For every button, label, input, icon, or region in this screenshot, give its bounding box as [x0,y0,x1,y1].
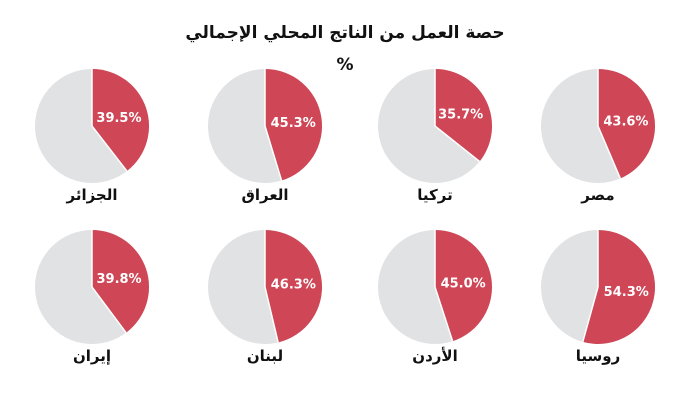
pie-country-label: الجزائر [65,186,117,204]
pie-7: 46.3% لبنان [208,230,323,365]
pie-8: 39.8% إيران [35,230,150,365]
pie-divider [264,286,279,343]
pie-slice-share [435,69,492,162]
pie-value-label: 39.5% [96,111,141,126]
pie-divider [91,125,128,172]
pie-2: 35.7% تركيا [378,69,492,204]
pie-divider [434,286,454,342]
pie-slice-share [92,230,150,333]
pie-country-label: تركيا [417,186,452,204]
pie-value-label: 43.6% [603,114,648,129]
pie-country-label: روسيا [576,347,620,365]
pie-slice-share [92,69,149,172]
pie-4: 39.5% الجزائر [35,69,149,204]
pie-country-label: الأردن [412,347,457,365]
pies-group: 43.6% مصر 35.7% تركيا 45.3% العراق 39.5% الجزائ… [35,69,656,365]
pie-country-label: لبنان [247,347,283,365]
pie-value-label: 39.8% [96,272,141,287]
pie-slice-share [435,230,493,342]
pie-country-label: إيران [73,347,111,365]
pie-divider [264,125,283,181]
pie-value-label: 46.3% [271,278,316,293]
pie-3: 45.3% العراق [208,69,323,204]
pie-divider [91,286,127,334]
pie-1: 43.6% مصر [541,69,655,204]
pie-slice-share [598,69,655,179]
pie-slice-share [265,230,323,343]
pie-value-label: 45.0% [441,277,486,292]
pie-divider [434,125,481,163]
pie-value-label: 45.3% [271,116,316,131]
chart-unit: % [336,55,353,75]
pie-country-label: العراق [241,186,288,204]
pie-5: 54.3% روسيا [541,230,656,365]
pie-slice-share [582,230,656,344]
pie-value-label: 35.7% [438,108,483,123]
pie-6: 45.0% الأردن [378,230,493,365]
pie-country-label: مصر [580,186,614,204]
chart-title: حصة العمل من الناتج المحلي الإجمالي [185,23,504,43]
pie-divider [597,125,621,179]
pie-value-label: 54.3% [604,285,649,300]
pie-slice-share [265,69,323,181]
pie-divider [582,286,599,343]
